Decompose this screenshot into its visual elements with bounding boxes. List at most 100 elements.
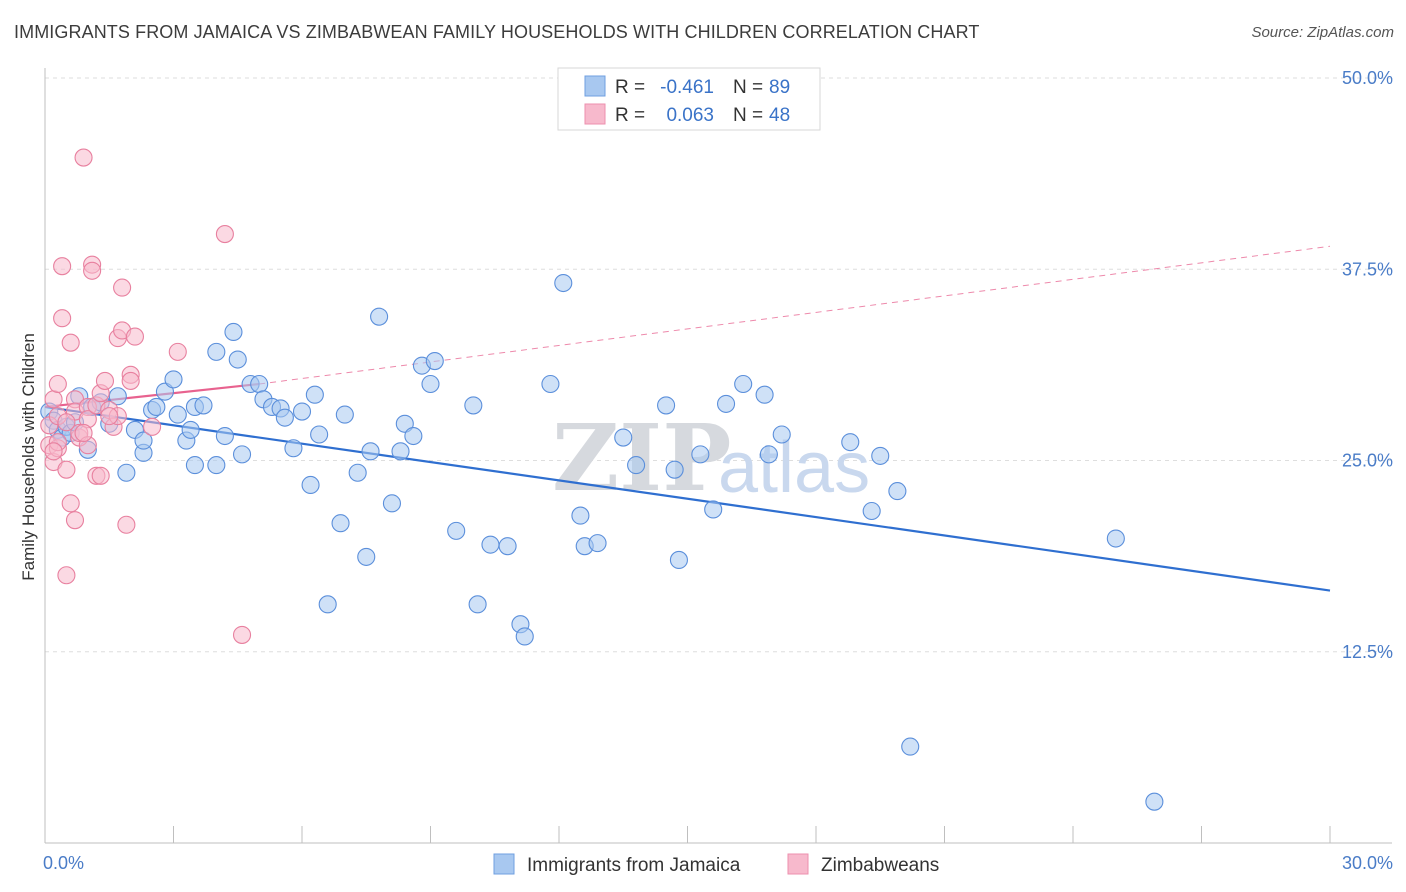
point-jamaica <box>391 442 410 461</box>
series-legend-swatch-0 <box>493 853 515 875</box>
point-jamaica <box>657 396 676 415</box>
point-jamaica <box>759 445 778 464</box>
x-tick-labels: 0.0% 30.0% <box>43 853 1393 873</box>
point-jamaica <box>888 482 907 501</box>
point-jamaica <box>772 425 791 444</box>
legend-swatch-0 <box>584 75 606 97</box>
point-jamaica <box>554 273 573 293</box>
point-jamaica <box>614 428 633 447</box>
point-jamaica <box>541 374 560 394</box>
point-jamaica <box>275 408 294 427</box>
y-axis-label: Family Households with Children <box>19 333 38 581</box>
point-jamaica <box>301 475 320 495</box>
series-legend-label-1: Zimbabweans <box>821 855 939 876</box>
source-label: Source: ZipAtlas.com <box>1251 24 1394 41</box>
point-zimbabweans <box>48 374 67 394</box>
y-tick-label: 12.5% <box>1342 642 1393 662</box>
legend-r-label: R = <box>615 105 645 126</box>
point-jamaica <box>215 426 234 446</box>
point-jamaica <box>232 445 252 464</box>
point-zimbabweans <box>53 257 72 276</box>
point-jamaica <box>155 382 174 401</box>
point-zimbabweans <box>121 371 140 390</box>
point-jamaica <box>318 595 337 614</box>
point-jamaica <box>134 431 153 450</box>
point-jamaica <box>421 374 440 394</box>
point-jamaica <box>292 402 312 421</box>
point-jamaica <box>404 426 423 446</box>
point-zimbabweans <box>125 327 144 346</box>
point-zimbabweans <box>44 442 63 461</box>
point-jamaica <box>382 494 402 513</box>
series-legend-swatch-1 <box>787 853 809 875</box>
point-jamaica <box>147 397 166 417</box>
point-jamaica <box>361 442 380 461</box>
correlation-legend: R = -0.461 N = 89 R = 0.063 N = 48 <box>557 67 821 131</box>
point-zimbabweans <box>232 625 252 644</box>
point-jamaica <box>691 445 710 464</box>
point-jamaica <box>464 396 483 415</box>
y-tick-label: 50.0% <box>1342 68 1393 88</box>
chart-title: IMMIGRANTS FROM JAMAICA VS ZIMBABWEAN FA… <box>14 22 980 42</box>
point-jamaica <box>515 627 534 646</box>
point-jamaica <box>185 456 204 475</box>
point-jamaica <box>284 439 303 458</box>
legend-n-value: 89 <box>769 77 790 98</box>
point-jamaica <box>669 550 688 570</box>
axes <box>44 68 1392 844</box>
x-tick-label-min: 0.0% <box>43 853 84 873</box>
point-zimbabweans <box>65 511 85 530</box>
watermark: ZIP atlas <box>552 404 870 512</box>
point-jamaica <box>331 514 350 533</box>
point-jamaica <box>357 547 376 566</box>
point-jamaica <box>370 307 389 326</box>
point-jamaica <box>207 456 226 475</box>
point-zimbabweans <box>44 390 63 409</box>
data-points <box>40 148 1164 811</box>
point-zimbabweans <box>95 371 115 390</box>
point-jamaica <box>310 425 329 444</box>
point-zimbabweans <box>117 515 136 534</box>
point-jamaica <box>481 535 500 554</box>
point-jamaica <box>665 460 684 479</box>
point-zimbabweans <box>100 407 119 426</box>
point-jamaica <box>335 405 354 424</box>
legend-r-value: 0.063 <box>666 105 714 126</box>
point-jamaica <box>862 501 881 521</box>
point-jamaica <box>224 322 243 342</box>
point-jamaica <box>1106 529 1125 548</box>
legend-n-label: N = <box>733 105 763 126</box>
point-jamaica <box>207 342 226 361</box>
point-jamaica <box>1145 792 1164 811</box>
point-jamaica <box>588 534 607 553</box>
legend-swatch-1 <box>584 103 606 125</box>
point-jamaica <box>734 374 753 394</box>
point-zimbabweans <box>113 278 132 297</box>
point-zimbabweans <box>91 466 110 485</box>
point-zimbabweans <box>74 423 93 443</box>
point-jamaica <box>348 463 367 482</box>
point-jamaica <box>871 446 890 465</box>
point-jamaica <box>447 521 466 540</box>
point-jamaica <box>716 394 736 413</box>
series-legend-label-0: Immigrants from Jamaica <box>527 855 741 876</box>
legend-r-value: -0.461 <box>660 77 714 98</box>
y-tick-labels: 12.5% 25.0% 37.5% 50.0% <box>1342 68 1393 662</box>
point-jamaica <box>425 351 444 371</box>
point-jamaica <box>164 370 183 389</box>
point-jamaica <box>395 414 414 433</box>
y-tick-label: 25.0% <box>1342 451 1393 471</box>
point-zimbabweans <box>61 333 80 352</box>
point-zimbabweans <box>53 309 72 328</box>
series-legend: Immigrants from Jamaica Zimbabweans <box>493 853 939 876</box>
point-jamaica <box>117 463 136 482</box>
point-zimbabweans <box>57 566 76 585</box>
point-zimbabweans <box>83 261 102 280</box>
grid-lines <box>45 77 1392 653</box>
point-jamaica <box>168 405 187 424</box>
point-jamaica <box>468 595 487 614</box>
trend-line-0 <box>44 405 1331 592</box>
point-jamaica <box>755 385 774 404</box>
point-zimbabweans <box>61 494 80 513</box>
